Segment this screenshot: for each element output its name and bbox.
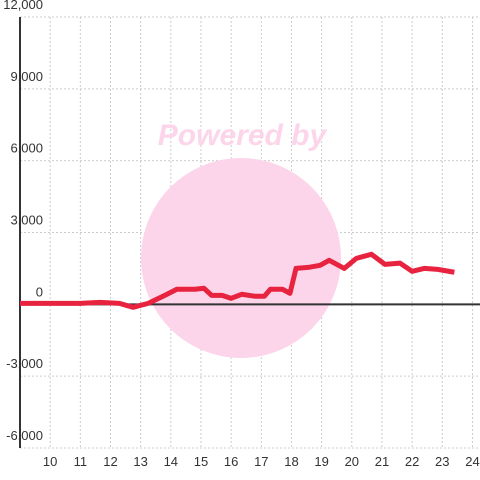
x-tick-label: 24 bbox=[465, 454, 479, 469]
x-tick-label: 13 bbox=[133, 454, 147, 469]
x-tick-label: 18 bbox=[284, 454, 298, 469]
y-tick-label: 3,000 bbox=[10, 213, 43, 228]
watermark-logo bbox=[141, 158, 341, 358]
y-tick-label: 9,000 bbox=[10, 69, 43, 84]
x-tick-label: 11 bbox=[74, 454, 88, 469]
watermark: Powered by bbox=[158, 119, 328, 152]
x-tick-label: 16 bbox=[224, 454, 238, 469]
y-tick-label: 12,000 bbox=[3, 0, 43, 12]
y-tick-label: -3,000 bbox=[6, 356, 43, 371]
x-tick-label: 20 bbox=[345, 454, 359, 469]
x-tick-label: 10 bbox=[43, 454, 57, 469]
x-tick-label: 22 bbox=[405, 454, 419, 469]
y-tick-label: 6,000 bbox=[10, 141, 43, 156]
x-tick-label: 21 bbox=[375, 454, 389, 469]
x-tick-label: 23 bbox=[435, 454, 449, 469]
series-line bbox=[20, 251, 455, 310]
y-tick-label: -6,000 bbox=[6, 428, 43, 443]
x-tick-label: 17 bbox=[254, 454, 268, 469]
x-tick-label: 12 bbox=[103, 454, 117, 469]
y-tick-label: 0 bbox=[36, 284, 43, 299]
x-tick-label: 15 bbox=[194, 454, 208, 469]
x-tick-label: 14 bbox=[164, 454, 178, 469]
x-tick-label: 19 bbox=[314, 454, 328, 469]
